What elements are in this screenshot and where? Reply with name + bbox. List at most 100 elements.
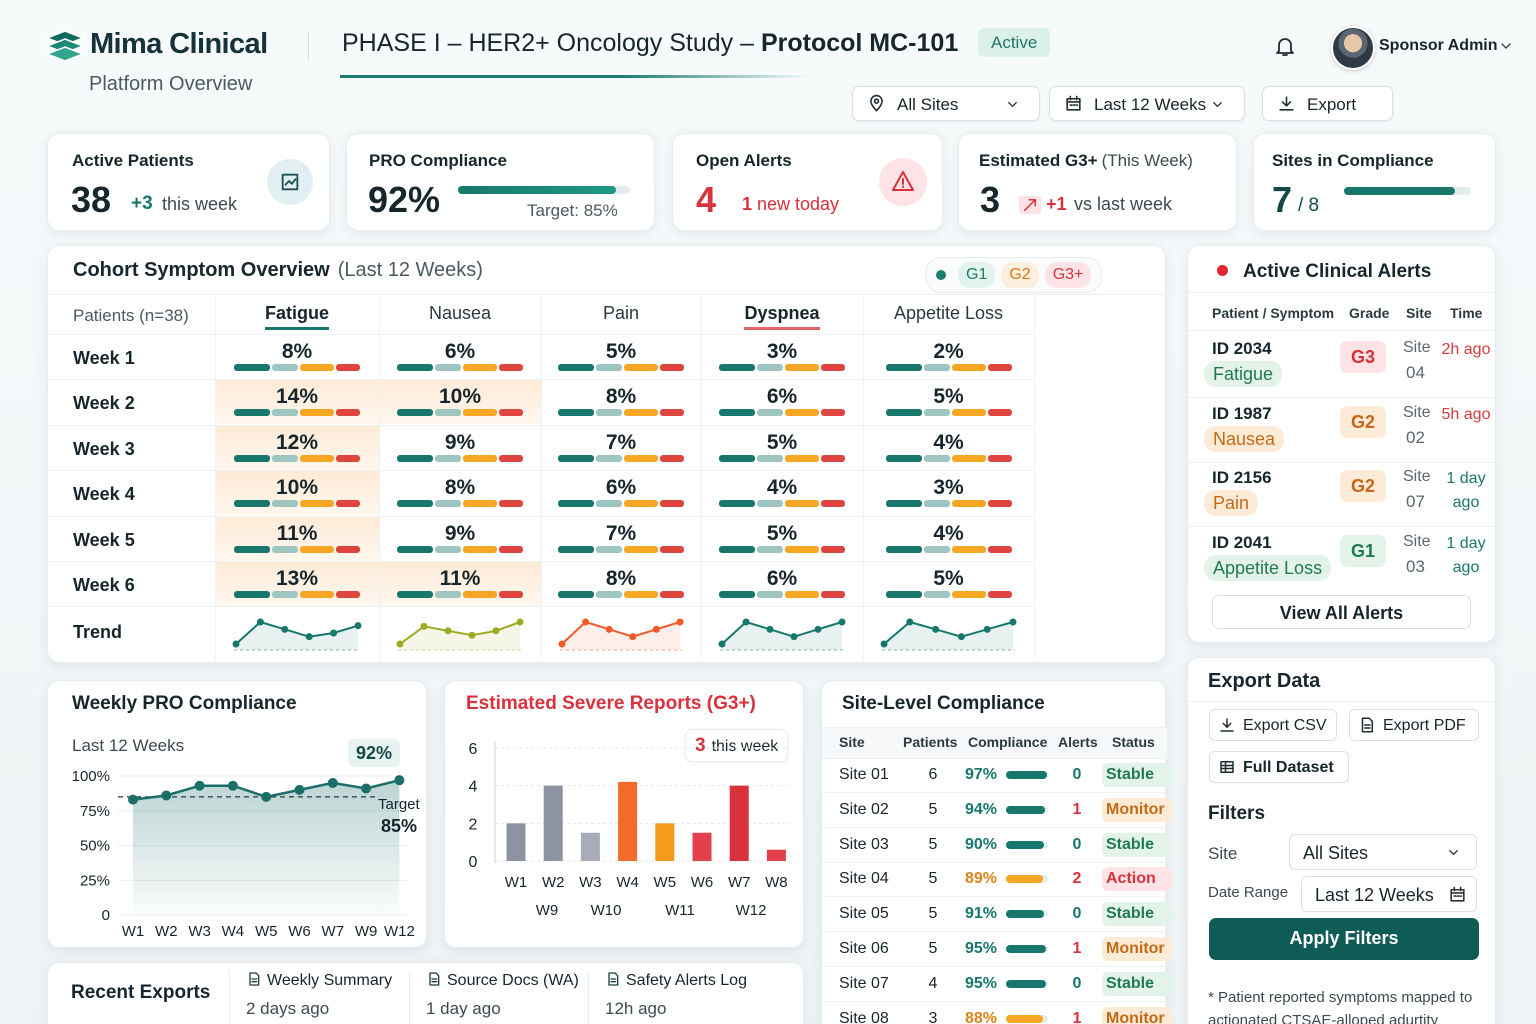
patient-id: ID 2041 — [1212, 532, 1272, 552]
grade-bar — [719, 409, 845, 417]
grade-bar-segment — [272, 364, 299, 371]
row-rule — [48, 515, 1034, 517]
x-tick-label: W4 — [222, 923, 245, 940]
divider — [308, 32, 309, 60]
sparkline-point — [742, 618, 750, 626]
cell-highlight — [216, 562, 379, 606]
chart-subtitle: Last 12 Weeks — [72, 736, 185, 755]
section-title: Filters — [1208, 803, 1266, 824]
x-tick-label: W6 — [288, 923, 311, 940]
sparkline-point — [718, 640, 726, 648]
status-pill: Monitor — [1102, 797, 1172, 822]
toolbar-button[interactable]: Last 12 Weeks — [1049, 86, 1245, 121]
grade-bar-segment — [336, 591, 360, 598]
badge-value: 3 — [695, 735, 706, 756]
column-rule — [701, 295, 702, 664]
icon — [429, 972, 440, 986]
sparkline — [235, 620, 359, 645]
column-header: Compliance — [968, 734, 1048, 750]
grade-bar-segment — [757, 454, 784, 462]
kpi-note: vs last week — [1074, 194, 1173, 214]
grade-bar-segment — [272, 454, 299, 462]
button[interactable]: Export CSV — [1209, 709, 1337, 741]
row-rule — [48, 470, 1034, 472]
compliance-bar — [1006, 979, 1046, 988]
grade-bar-segment — [951, 454, 986, 462]
cell-value: 8% — [605, 567, 637, 590]
button-label: Export PDF — [1383, 717, 1466, 734]
x-tick-label: W7 — [322, 923, 345, 940]
x-tick-label: W8 — [765, 874, 788, 891]
patient-id: ID 1987 — [1212, 403, 1272, 423]
alerts-count: 0 — [1072, 974, 1082, 992]
apply-button[interactable]: Apply Filters — [1209, 918, 1479, 960]
grade-bar-segment — [300, 545, 334, 553]
kpi-card: Estimated G3+ (This Week) 3 +1 vs last week — [958, 133, 1237, 231]
cell-value: 6% — [766, 385, 798, 409]
row-rule — [822, 792, 1167, 793]
toolbar-label: All Sites — [897, 95, 959, 114]
row-rule — [1188, 461, 1497, 463]
grade-bar-segment — [885, 364, 922, 371]
compliance-bar — [1006, 945, 1046, 953]
x-tick-label: W12 — [384, 923, 415, 940]
grade-bar-segment — [596, 545, 623, 553]
button[interactable]: Export PDF — [1349, 709, 1479, 741]
x-tick-label: W1 — [122, 923, 145, 940]
sparkline-point — [354, 622, 362, 630]
icon-path — [870, 94, 883, 112]
point — [361, 783, 372, 794]
kpi-value: 38 — [71, 179, 112, 220]
cell-value: 7% — [605, 521, 637, 545]
divider — [409, 971, 410, 1024]
toolbar-button[interactable]: Export — [1262, 86, 1393, 121]
grade-bar-segment — [499, 545, 523, 553]
bar — [766, 849, 786, 861]
sparkline — [883, 620, 1014, 645]
kpi-value: 4 — [696, 179, 717, 220]
compliance-track — [1006, 1014, 1048, 1023]
select-value: Last 12 Weeks — [1315, 885, 1434, 905]
x-tick-label: W5 — [654, 874, 677, 891]
study-name: PHASE I – HER2+ Oncology Study – — [342, 29, 761, 57]
x-tick-label: W2 — [542, 874, 565, 891]
column-rule — [379, 295, 380, 664]
site-name: Site 08 — [839, 1009, 889, 1024]
icon-path — [1066, 95, 1081, 111]
grade-bar-segment — [558, 409, 594, 417]
grade-bar-segment — [624, 591, 658, 598]
select[interactable]: Last 12 Weeks — [1301, 876, 1477, 912]
site-number: 02 — [1406, 427, 1425, 447]
row-rule — [822, 826, 1167, 828]
bar — [580, 832, 600, 861]
button[interactable]: View All Alerts — [1212, 595, 1471, 629]
kpi-label-main: Estimated G3+ — [979, 151, 1098, 170]
toolbar-button[interactable]: All Sites — [852, 86, 1040, 121]
cell-value: 6% — [605, 476, 637, 500]
sparkline-point — [420, 622, 428, 630]
icon-path — [1279, 96, 1294, 111]
grade-bar-segment — [660, 364, 684, 371]
alert-time: 5h ago — [1441, 405, 1491, 423]
grade-bar-segment — [234, 409, 270, 417]
patient-id: ID 2156 — [1212, 468, 1272, 487]
compliance: 89% — [965, 870, 998, 888]
button[interactable]: Full Dataset — [1209, 751, 1349, 783]
grade-bar-segment — [987, 364, 1012, 371]
target-label: Target — [378, 796, 421, 813]
icon — [1276, 38, 1294, 56]
cell-highlight — [380, 380, 541, 425]
grade-bar-segment — [923, 500, 950, 508]
grade-bar-segment — [785, 454, 819, 462]
cell-highlight — [216, 471, 379, 516]
y-tick-label: 100% — [72, 768, 110, 785]
alerts-count: 1 — [1072, 800, 1082, 818]
grade-bar — [885, 364, 1012, 371]
grade-bar-segment — [558, 364, 594, 371]
cell-value: 8% — [605, 385, 637, 409]
cell-value: 3% — [766, 340, 798, 363]
legend-item: G3+ — [1044, 262, 1092, 288]
severe-chart-panel: Estimated Severe Reports (G3+) 3 this week… — [444, 680, 804, 948]
select[interactable]: All Sites — [1289, 834, 1477, 870]
point — [128, 794, 138, 805]
